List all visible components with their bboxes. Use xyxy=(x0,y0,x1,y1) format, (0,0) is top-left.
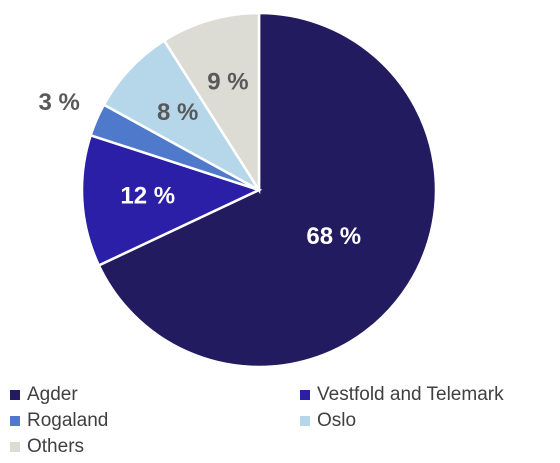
pie-slice xyxy=(97,11,438,369)
legend-swatch xyxy=(10,416,20,426)
data-label: 12 % xyxy=(120,182,175,209)
pie-slice xyxy=(80,133,263,268)
data-label: 68 % xyxy=(306,223,361,250)
legend-swatch xyxy=(10,442,20,452)
pie-slice xyxy=(162,11,261,195)
legend-label: Others xyxy=(27,436,84,457)
legend-label: Rogaland xyxy=(27,410,108,431)
legend-swatch xyxy=(10,390,20,400)
pie-slice xyxy=(102,38,261,192)
data-label: 8 % xyxy=(157,99,198,126)
legend-swatch xyxy=(300,390,310,400)
legend-label: Oslo xyxy=(317,410,356,431)
data-label: 9 % xyxy=(207,68,248,95)
legend-swatch xyxy=(300,416,310,426)
legend-label: Agder xyxy=(27,384,78,405)
legend-label: Vestfold and Telemark xyxy=(317,384,504,405)
data-label: 3 % xyxy=(39,89,80,116)
